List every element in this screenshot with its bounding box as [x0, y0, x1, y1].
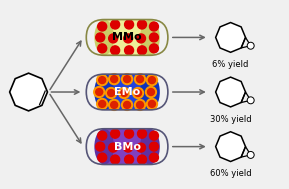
Text: EMo: EMo: [114, 87, 140, 97]
Circle shape: [149, 101, 155, 107]
Circle shape: [124, 101, 131, 108]
Circle shape: [94, 87, 105, 98]
Bar: [104, 74, 150, 110]
Circle shape: [109, 143, 118, 152]
Circle shape: [111, 46, 120, 55]
Ellipse shape: [94, 74, 114, 110]
Circle shape: [125, 46, 134, 55]
Circle shape: [125, 20, 134, 29]
Text: BMo: BMo: [114, 142, 140, 152]
Circle shape: [135, 99, 145, 110]
Circle shape: [147, 75, 158, 86]
Circle shape: [136, 34, 145, 43]
Polygon shape: [216, 22, 246, 52]
Text: MMo: MMo: [112, 33, 142, 42]
Circle shape: [138, 129, 147, 138]
Text: 6% yield: 6% yield: [212, 60, 249, 69]
Circle shape: [124, 34, 133, 43]
Circle shape: [111, 129, 120, 138]
Circle shape: [125, 129, 134, 138]
Circle shape: [138, 155, 147, 164]
Circle shape: [147, 98, 158, 109]
Circle shape: [96, 88, 103, 95]
Circle shape: [96, 33, 105, 42]
Circle shape: [133, 88, 144, 98]
Circle shape: [122, 74, 133, 84]
Circle shape: [149, 33, 158, 42]
Circle shape: [149, 131, 158, 140]
Circle shape: [138, 20, 147, 29]
Circle shape: [149, 22, 158, 31]
Circle shape: [145, 87, 156, 98]
Circle shape: [122, 99, 133, 110]
Circle shape: [118, 88, 129, 98]
Circle shape: [247, 97, 254, 104]
Circle shape: [125, 155, 134, 164]
Polygon shape: [10, 73, 47, 111]
Circle shape: [96, 142, 105, 151]
Circle shape: [106, 88, 117, 98]
Ellipse shape: [94, 19, 114, 55]
Circle shape: [98, 153, 107, 162]
Circle shape: [124, 76, 131, 83]
Circle shape: [121, 90, 127, 97]
Circle shape: [111, 20, 120, 29]
Circle shape: [124, 143, 133, 152]
Bar: [104, 129, 150, 164]
Ellipse shape: [94, 129, 114, 164]
Circle shape: [99, 77, 106, 84]
Circle shape: [111, 101, 118, 108]
Circle shape: [98, 44, 107, 53]
Circle shape: [135, 74, 145, 84]
Circle shape: [247, 151, 254, 158]
Circle shape: [149, 77, 155, 84]
Text: 60% yield: 60% yield: [210, 170, 251, 178]
Circle shape: [136, 101, 144, 108]
Circle shape: [111, 76, 118, 83]
Ellipse shape: [140, 19, 160, 55]
Circle shape: [98, 131, 107, 140]
Circle shape: [247, 42, 254, 49]
Ellipse shape: [140, 74, 160, 110]
Polygon shape: [216, 132, 246, 162]
Circle shape: [135, 90, 142, 97]
Circle shape: [138, 46, 147, 55]
Circle shape: [97, 98, 108, 109]
Circle shape: [149, 44, 158, 53]
Text: 30% yield: 30% yield: [210, 115, 251, 124]
Polygon shape: [216, 77, 246, 107]
Circle shape: [111, 155, 120, 164]
Circle shape: [147, 88, 154, 95]
Circle shape: [149, 142, 158, 151]
Bar: [104, 19, 150, 55]
Circle shape: [109, 34, 118, 43]
Circle shape: [109, 74, 120, 84]
Circle shape: [109, 99, 120, 110]
Circle shape: [149, 153, 158, 162]
Ellipse shape: [140, 129, 160, 164]
Circle shape: [98, 22, 107, 31]
Circle shape: [108, 90, 115, 97]
Circle shape: [99, 101, 106, 107]
Circle shape: [136, 76, 144, 83]
Circle shape: [136, 143, 145, 152]
Circle shape: [97, 75, 108, 86]
